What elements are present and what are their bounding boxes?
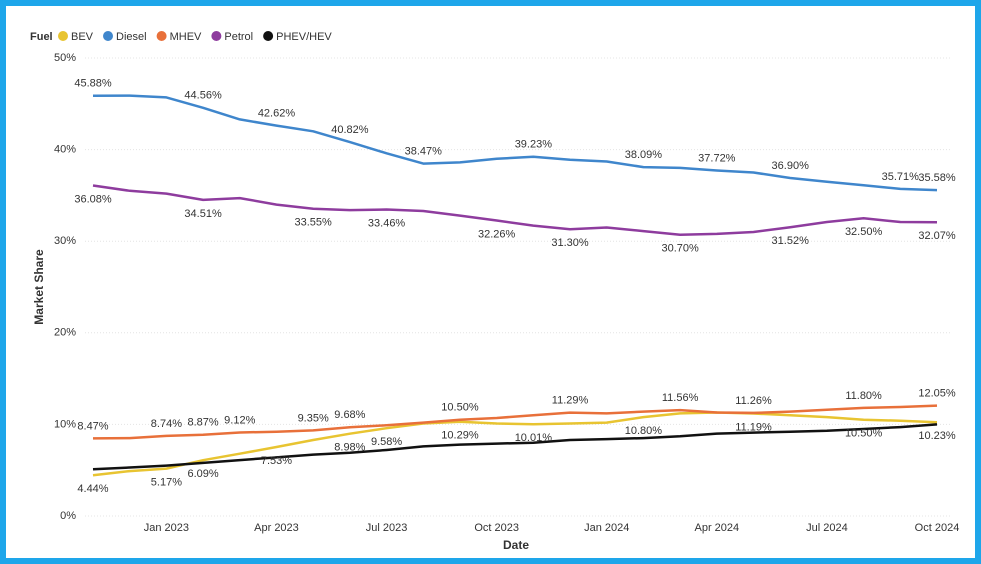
- series-line: [92, 184, 938, 237]
- y-tick-label: 50%: [54, 52, 76, 64]
- legend-swatch: [211, 31, 222, 41]
- data-label: 9.35%: [298, 412, 329, 424]
- data-label: 10.29%: [441, 430, 479, 442]
- data-label: 11.80%: [845, 390, 882, 402]
- data-label: 8.87%: [187, 417, 218, 429]
- y-tick-label: 10%: [54, 418, 76, 430]
- data-label: 6.09%: [187, 468, 218, 480]
- series-line: [92, 411, 938, 477]
- data-label: 9.68%: [334, 409, 365, 421]
- data-label: 40.82%: [331, 124, 369, 136]
- data-label: 12.05%: [918, 388, 956, 400]
- data-label: 32.07%: [918, 230, 956, 242]
- data-label: 9.58%: [371, 436, 402, 448]
- data-label: 38.47%: [405, 146, 443, 158]
- legend-label: Petrol: [224, 31, 253, 43]
- y-axis-label: Market Share: [32, 249, 46, 325]
- data-label: 34.51%: [184, 208, 222, 220]
- data-label: 30.70%: [661, 243, 699, 255]
- legend-title: Fuel: [30, 31, 53, 43]
- data-label: 42.62%: [258, 108, 296, 120]
- data-label: 8.98%: [334, 442, 365, 454]
- series-line: [92, 94, 938, 192]
- data-label: 31.30%: [551, 237, 589, 249]
- data-label: 7.53%: [261, 455, 292, 467]
- data-label: 38.09%: [625, 149, 663, 161]
- y-tick-label: 40%: [54, 144, 76, 156]
- legend-swatch: [156, 31, 167, 41]
- data-label: 11.26%: [735, 395, 772, 407]
- data-label: 9.12%: [224, 414, 255, 426]
- data-label: 10.23%: [918, 430, 956, 442]
- data-label: 45.88%: [74, 78, 112, 90]
- data-label: 33.55%: [295, 217, 333, 229]
- data-label: 8.74%: [151, 418, 182, 430]
- x-tick-label: Apr 2024: [694, 522, 739, 534]
- data-label: 8.47%: [77, 420, 108, 432]
- x-tick-label: Jul 2024: [806, 522, 848, 534]
- data-label: 39.23%: [515, 139, 553, 151]
- data-label: 36.90%: [772, 160, 810, 172]
- legend-swatch: [103, 31, 114, 41]
- x-tick-label: Apr 2023: [254, 522, 299, 534]
- x-tick-label: Jan 2023: [144, 522, 189, 534]
- data-label: 11.19%: [735, 421, 772, 433]
- data-label: 32.26%: [478, 228, 516, 240]
- data-label: 32.50%: [845, 226, 883, 238]
- data-label: 33.46%: [368, 217, 406, 229]
- data-label: 10.50%: [441, 402, 479, 414]
- legend-label: Diesel: [116, 31, 147, 43]
- series-line: [92, 404, 938, 440]
- legend-swatch: [263, 31, 274, 41]
- data-label: 10.50%: [845, 428, 883, 440]
- legend-swatch: [58, 31, 68, 41]
- legend-label: MHEV: [170, 31, 202, 43]
- data-label: 31.52%: [772, 235, 810, 247]
- data-label: 10.80%: [625, 425, 663, 437]
- data-label: 35.58%: [918, 172, 956, 184]
- x-tick-label: Jan 2024: [584, 522, 629, 534]
- data-label: 5.17%: [151, 477, 182, 489]
- data-label: 36.08%: [74, 193, 112, 205]
- data-label: 10.01%: [515, 432, 553, 444]
- y-tick-label: 0%: [60, 510, 76, 522]
- series-line: [92, 423, 938, 471]
- data-label: 11.56%: [662, 392, 699, 404]
- x-axis-label: Date: [503, 538, 529, 552]
- data-label: 4.44%: [77, 483, 108, 495]
- x-tick-label: Oct 2024: [915, 522, 960, 534]
- x-tick-label: Jul 2023: [366, 522, 408, 534]
- y-tick-label: 20%: [54, 327, 76, 339]
- data-label: 44.56%: [184, 90, 222, 102]
- data-label: 11.29%: [552, 394, 589, 406]
- legend-label: BEV: [71, 31, 94, 43]
- data-label: 37.72%: [698, 152, 736, 164]
- data-label: 35.71%: [882, 171, 920, 183]
- y-tick-label: 30%: [54, 235, 76, 247]
- legend-label: PHEV/HEV: [276, 31, 332, 43]
- x-tick-label: Oct 2023: [474, 522, 519, 534]
